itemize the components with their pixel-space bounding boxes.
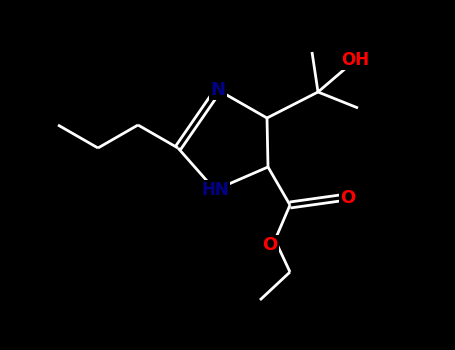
Text: O: O bbox=[340, 189, 356, 207]
Text: N: N bbox=[211, 81, 226, 99]
Text: O: O bbox=[263, 236, 278, 254]
Text: HN: HN bbox=[201, 181, 229, 199]
Text: OH: OH bbox=[341, 51, 369, 69]
